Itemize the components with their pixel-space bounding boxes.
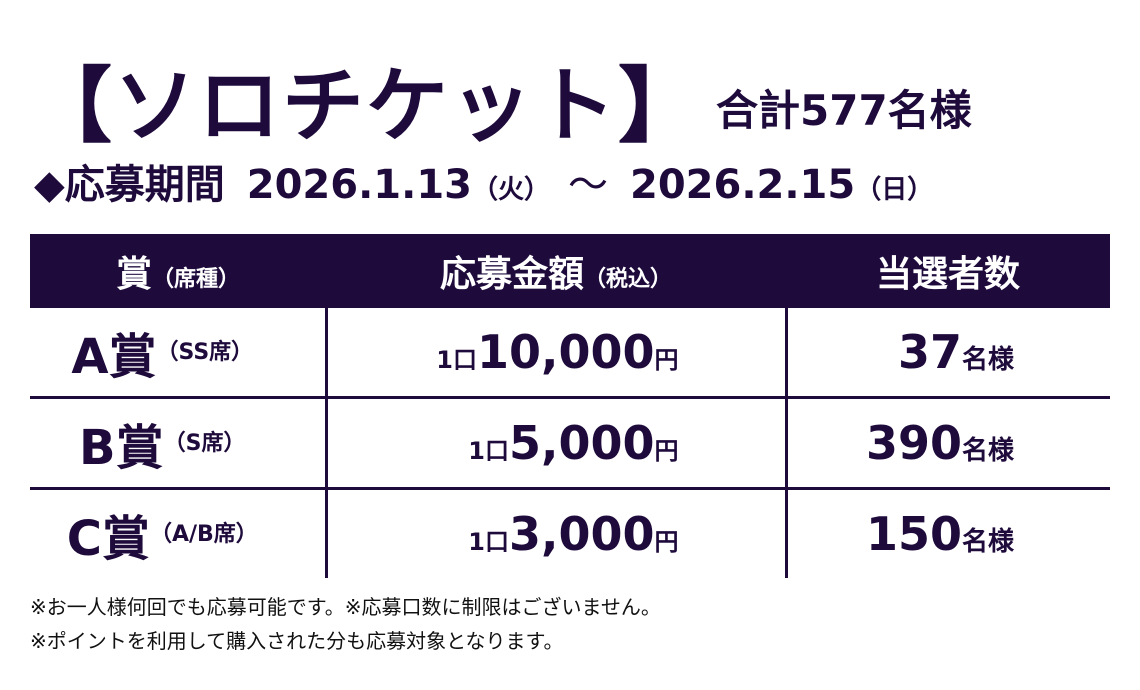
amount-yen: 円 bbox=[654, 437, 679, 465]
amount-yen: 円 bbox=[654, 528, 679, 556]
table-header-row: 賞（席種） 応募金額（税込） 当選者数 bbox=[30, 234, 1110, 308]
period-start-date: 2026.1.13 bbox=[246, 162, 472, 208]
winners-value: 390 bbox=[865, 416, 962, 470]
amount-cell: 1口10,000円 bbox=[324, 308, 786, 399]
prize-name: B賞 bbox=[79, 420, 164, 476]
application-period: ◆応募期間 2026.1.13 （火） 〜 2026.2.15 （日） bbox=[34, 152, 933, 210]
winners-cell: 390名様 bbox=[784, 397, 1110, 490]
table-row: B賞（S席） 1口5,000円 390名様 bbox=[30, 397, 1110, 490]
header-prize-label: 賞 bbox=[115, 254, 152, 295]
note-line: ※お一人様何回でも応募可能です。※応募口数に制限はございません。 bbox=[30, 595, 661, 619]
title: 【ソロチケット】 合計577名様 bbox=[30, 18, 972, 148]
period-separator: 〜 bbox=[568, 162, 608, 208]
amount-value: 10,000 bbox=[476, 325, 655, 379]
period-end-day: （日） bbox=[855, 175, 934, 205]
header-amount-sub: （税込） bbox=[584, 267, 673, 292]
header-amount: 応募金額（税込） bbox=[326, 234, 786, 308]
prize-seat: （SS席） bbox=[156, 340, 254, 365]
period-end-date: 2026.2.15 bbox=[630, 162, 856, 208]
prize-name: A賞 bbox=[71, 329, 157, 385]
winners-unit: 名様 bbox=[961, 345, 1014, 375]
prize-table: 賞（席種） 応募金額（税込） 当選者数 A賞（SS席） 1口10,000円 37… bbox=[30, 234, 1110, 578]
table-row: C賞（A/B席） 1口3,000円 150名様 bbox=[30, 488, 1110, 579]
period-label: ◆応募期間 bbox=[34, 162, 225, 208]
amount-yen: 円 bbox=[654, 346, 679, 374]
prize-cell: B賞（S席） bbox=[30, 397, 326, 490]
title-total: 合計577名様 bbox=[716, 86, 972, 135]
prize-name: C賞 bbox=[66, 511, 150, 567]
winners-cell: 37名様 bbox=[784, 308, 1110, 399]
table-row: A賞（SS席） 1口10,000円 37名様 bbox=[30, 308, 1110, 399]
winners-value: 150 bbox=[865, 507, 962, 561]
prize-seat: （A/B席） bbox=[149, 522, 258, 547]
prize-cell: A賞（SS席） bbox=[30, 308, 326, 399]
amount-value: 3,000 bbox=[508, 507, 655, 561]
notes: ※お一人様何回でも応募可能です。※応募口数に制限はございません。 ※ポイントを利… bbox=[30, 590, 1120, 658]
amount-value: 5,000 bbox=[508, 416, 655, 470]
amount-unit: 1口 bbox=[468, 437, 509, 465]
header-winners-label: 当選者数 bbox=[875, 254, 1020, 295]
note-line: ※ポイントを利用して購入された分も応募対象となります。 bbox=[30, 629, 564, 653]
amount-unit: 1口 bbox=[436, 346, 477, 374]
prize-cell: C賞（A/B席） bbox=[30, 489, 326, 579]
period-start-day: （火） bbox=[471, 175, 550, 205]
title-main: 【ソロチケット】 bbox=[30, 59, 703, 154]
header-prize-sub: （席種） bbox=[152, 267, 241, 292]
header-winners: 当選者数 bbox=[786, 234, 1110, 308]
amount-cell: 1口5,000円 bbox=[324, 397, 786, 490]
winners-value: 37 bbox=[897, 325, 962, 379]
amount-unit: 1口 bbox=[468, 528, 509, 556]
winners-cell: 150名様 bbox=[784, 488, 1110, 578]
winners-unit: 名様 bbox=[961, 436, 1014, 466]
prize-seat: （S席） bbox=[163, 431, 246, 456]
header-amount-label: 応募金額 bbox=[439, 254, 584, 295]
amount-cell: 1口3,000円 bbox=[324, 488, 786, 578]
winners-unit: 名様 bbox=[961, 527, 1014, 557]
header-prize: 賞（席種） bbox=[30, 234, 326, 308]
